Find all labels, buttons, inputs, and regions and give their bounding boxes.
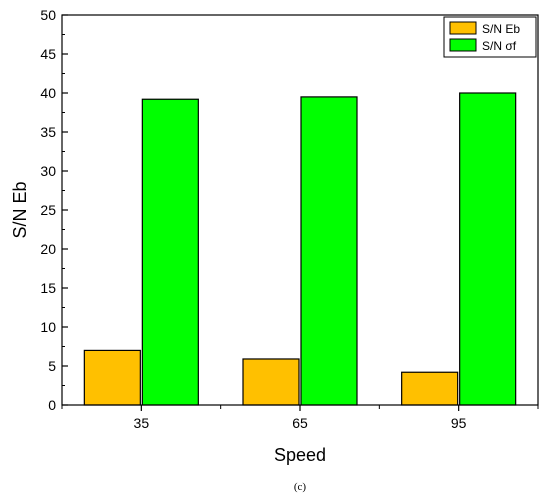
figure-caption: (c) [294,481,307,493]
bar-sn-eb [242,358,300,406]
y-tick-label: 25 [40,202,56,218]
bar-sn-eb [401,371,459,406]
y-tick-label: 50 [40,7,56,23]
y-axis-title: S/N Eb [10,181,30,238]
y-tick-label: 35 [40,124,56,140]
x-axis-title: Speed [274,445,326,465]
x-tick-label: 65 [292,415,308,431]
legend-swatch [449,38,477,52]
y-tick-label: 20 [40,241,56,257]
y-tick-label: 30 [40,163,56,179]
bar-sn-sigma-f [459,92,517,406]
y-axis: 0 5 10 15 20 25 30 35 40 45 50 [40,7,68,413]
bar-sn-sigma-f [141,98,199,406]
legend-label: S/N Eb [482,22,520,36]
legend-swatch [449,21,477,35]
legend-label: S/N σf [482,39,517,53]
y-tick-label: 15 [40,280,56,296]
bars-layer [83,92,517,406]
x-tick-label: 95 [451,415,467,431]
y-tick-label: 40 [40,85,56,101]
bar-sn-sigma-f [300,96,358,406]
y-tick-label: 10 [40,319,56,335]
legend: S/N Eb S/N σf [443,16,537,58]
bar-sn-eb [83,349,141,406]
y-tick-label: 5 [48,358,56,374]
y-tick-label: 45 [40,46,56,62]
x-axis: 35 65 95 [61,405,539,431]
x-tick-label: 35 [134,415,150,431]
y-tick-label: 0 [48,397,56,413]
